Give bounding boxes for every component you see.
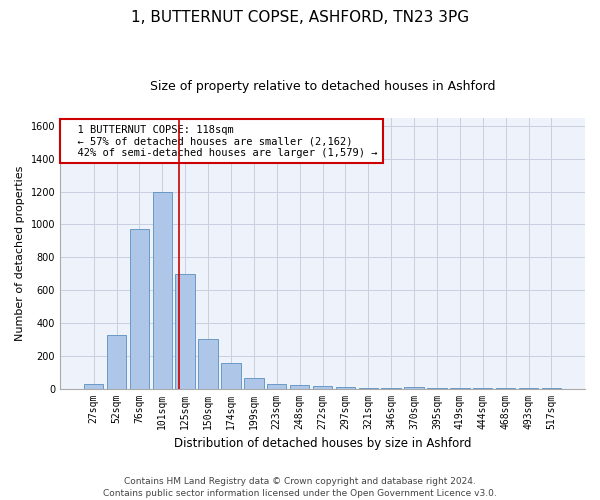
Bar (130, 228, 149, 388)
Bar (267, 384, 286, 388)
Bar (290, 386, 310, 388)
Bar (313, 386, 332, 388)
Bar (199, 340, 218, 388)
Title: Size of property relative to detached houses in Ashford: Size of property relative to detached ho… (150, 80, 495, 93)
Text: Contains HM Land Registry data © Crown copyright and database right 2024.
Contai: Contains HM Land Registry data © Crown c… (103, 476, 497, 498)
Bar (152, 192, 172, 388)
Bar (175, 274, 195, 388)
Y-axis label: Number of detached properties: Number of detached properties (15, 166, 25, 341)
Text: 1, BUTTERNUT COPSE, ASHFORD, TN23 3PG: 1, BUTTERNUT COPSE, ASHFORD, TN23 3PG (131, 10, 469, 25)
Text: 1 BUTTERNUT COPSE: 118sqm
  ← 57% of detached houses are smaller (2,162)
  42% o: 1 BUTTERNUT COPSE: 118sqm ← 57% of detac… (65, 124, 378, 158)
Bar (335, 387, 355, 388)
Bar (84, 384, 103, 388)
Bar (221, 363, 241, 388)
Bar (404, 387, 424, 388)
Bar (107, 335, 126, 388)
Bar (244, 378, 263, 388)
X-axis label: Distribution of detached houses by size in Ashford: Distribution of detached houses by size … (174, 437, 471, 450)
